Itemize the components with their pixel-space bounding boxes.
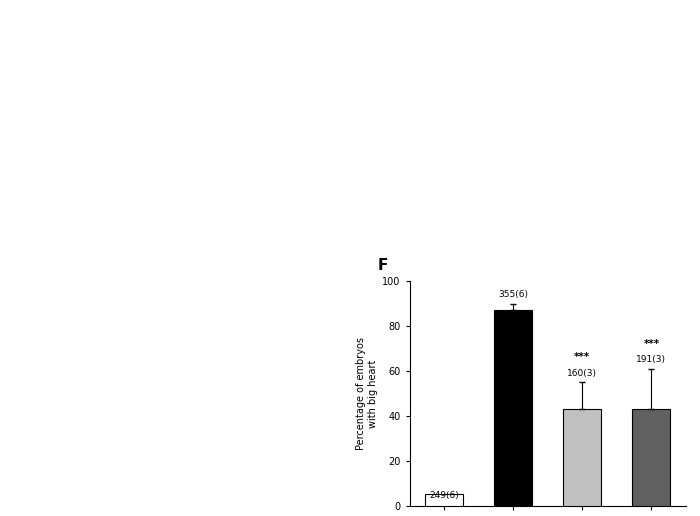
Text: 191(3): 191(3) [636,356,666,364]
Text: 249(6): 249(6) [429,491,459,500]
Bar [564,409,601,506]
Text: ***: *** [643,338,659,349]
Y-axis label: Percentage of embryos
with big heart: Percentage of embryos with big heart [356,337,378,450]
Text: 160(3): 160(3) [567,369,597,378]
Bar [632,409,671,506]
Text: 355(6): 355(6) [498,290,528,299]
Text: ***: *** [574,352,590,362]
Text: F: F [378,259,388,273]
Bar [494,311,532,506]
Bar [425,494,463,506]
